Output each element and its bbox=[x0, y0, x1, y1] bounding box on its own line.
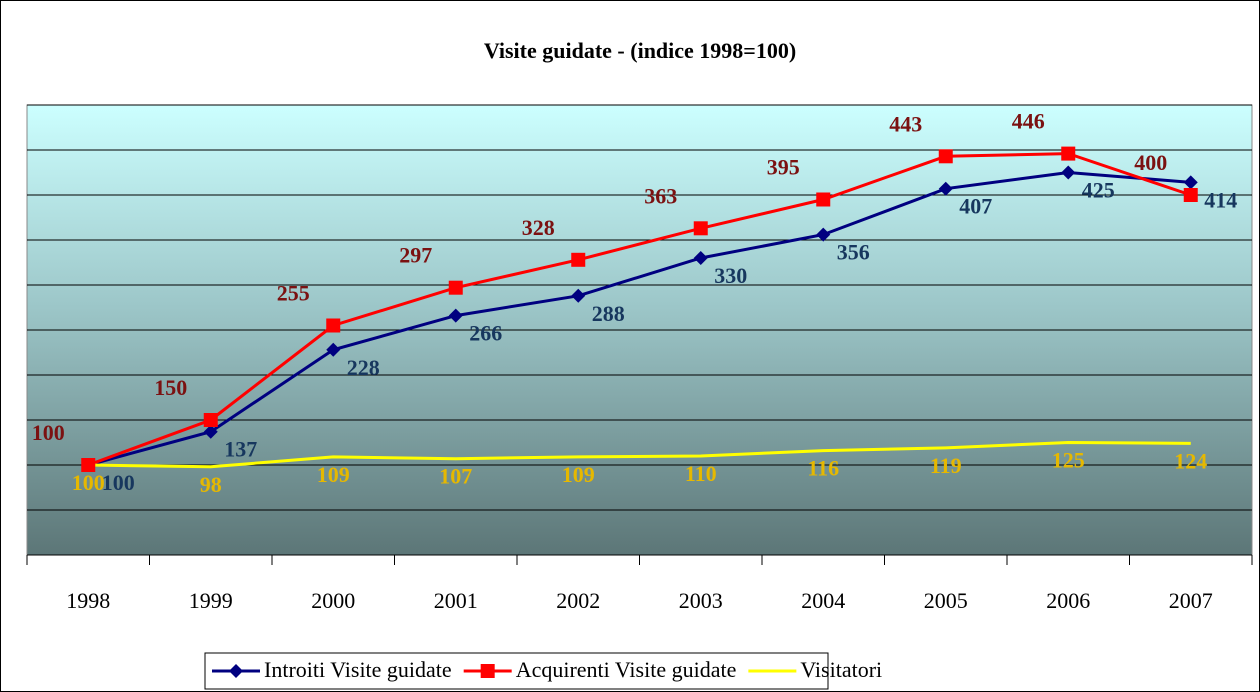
legend-marker bbox=[229, 664, 243, 678]
x-tick-label: 2001 bbox=[434, 588, 478, 613]
point-marker bbox=[693, 221, 708, 236]
data-label: 100 bbox=[102, 470, 135, 495]
data-label: 107 bbox=[439, 464, 472, 489]
x-tick-label: 2004 bbox=[801, 588, 845, 613]
point-marker bbox=[938, 181, 953, 196]
point-marker bbox=[693, 251, 708, 265]
data-label: 297 bbox=[399, 243, 432, 268]
data-label: 363 bbox=[644, 183, 677, 208]
data-label: 425 bbox=[1082, 178, 1115, 203]
x-tick-label: 2007 bbox=[1169, 588, 1213, 613]
data-label: 330 bbox=[714, 263, 747, 288]
point-marker bbox=[203, 424, 218, 439]
x-tick-label: 2003 bbox=[679, 588, 723, 613]
x-tick-label: 1999 bbox=[189, 588, 233, 613]
point-marker bbox=[326, 318, 341, 333]
point-marker bbox=[938, 149, 953, 164]
x-tick-label: 2006 bbox=[1046, 588, 1090, 613]
data-label: 119 bbox=[930, 453, 962, 478]
data-label: 110 bbox=[685, 461, 717, 486]
data-label: 109 bbox=[317, 462, 350, 487]
series-line bbox=[87, 152, 1192, 467]
data-label: 125 bbox=[1052, 448, 1085, 473]
legend-marker bbox=[480, 664, 495, 678]
legend-label: Introiti Visite guidate bbox=[264, 657, 452, 682]
data-label: 356 bbox=[837, 240, 870, 265]
point-marker bbox=[1183, 188, 1198, 202]
legend bbox=[204, 652, 829, 690]
legend-label: Visitatori bbox=[800, 657, 882, 682]
point-marker bbox=[816, 192, 831, 207]
point-marker bbox=[1061, 165, 1076, 180]
point-marker bbox=[571, 252, 586, 267]
data-label: 328 bbox=[522, 215, 555, 240]
series-line bbox=[87, 170, 1191, 467]
point-marker bbox=[81, 458, 96, 472]
point-marker bbox=[1183, 175, 1198, 190]
data-label: 255 bbox=[277, 281, 310, 306]
point-marker bbox=[571, 288, 586, 303]
data-label: 288 bbox=[592, 301, 625, 326]
series-line bbox=[88, 440, 1191, 469]
point-marker bbox=[1061, 146, 1076, 161]
x-tick-label: 1998 bbox=[66, 588, 110, 613]
point-marker bbox=[816, 227, 831, 242]
data-label: 100 bbox=[72, 470, 105, 495]
point-marker bbox=[203, 413, 218, 427]
data-label: 228 bbox=[347, 355, 380, 380]
point-marker bbox=[448, 280, 463, 295]
data-label: 124 bbox=[1174, 448, 1207, 473]
legend-label: Acquirenti Visite guidate bbox=[516, 657, 737, 682]
data-label: 443 bbox=[889, 111, 922, 136]
point-marker bbox=[448, 308, 463, 323]
data-label: 446 bbox=[1012, 109, 1045, 134]
x-tick-label: 2000 bbox=[311, 588, 355, 613]
x-tick-label: 2002 bbox=[556, 588, 600, 613]
data-label: 100 bbox=[32, 420, 65, 445]
data-label: 414 bbox=[1204, 187, 1237, 212]
data-label: 407 bbox=[959, 194, 992, 219]
data-label: 150 bbox=[154, 375, 187, 400]
x-tick-label: 2005 bbox=[924, 588, 968, 613]
point-marker bbox=[326, 342, 341, 357]
data-label: 109 bbox=[562, 462, 595, 487]
data-label: 395 bbox=[767, 155, 800, 180]
data-label: 266 bbox=[469, 321, 502, 346]
data-label: 98 bbox=[200, 472, 222, 497]
data-label: 400 bbox=[1134, 150, 1167, 175]
data-label: 137 bbox=[224, 437, 257, 462]
data-label: 116 bbox=[807, 456, 839, 481]
chart-title: Visite guidate - (indice 1998=100) bbox=[484, 38, 796, 63]
